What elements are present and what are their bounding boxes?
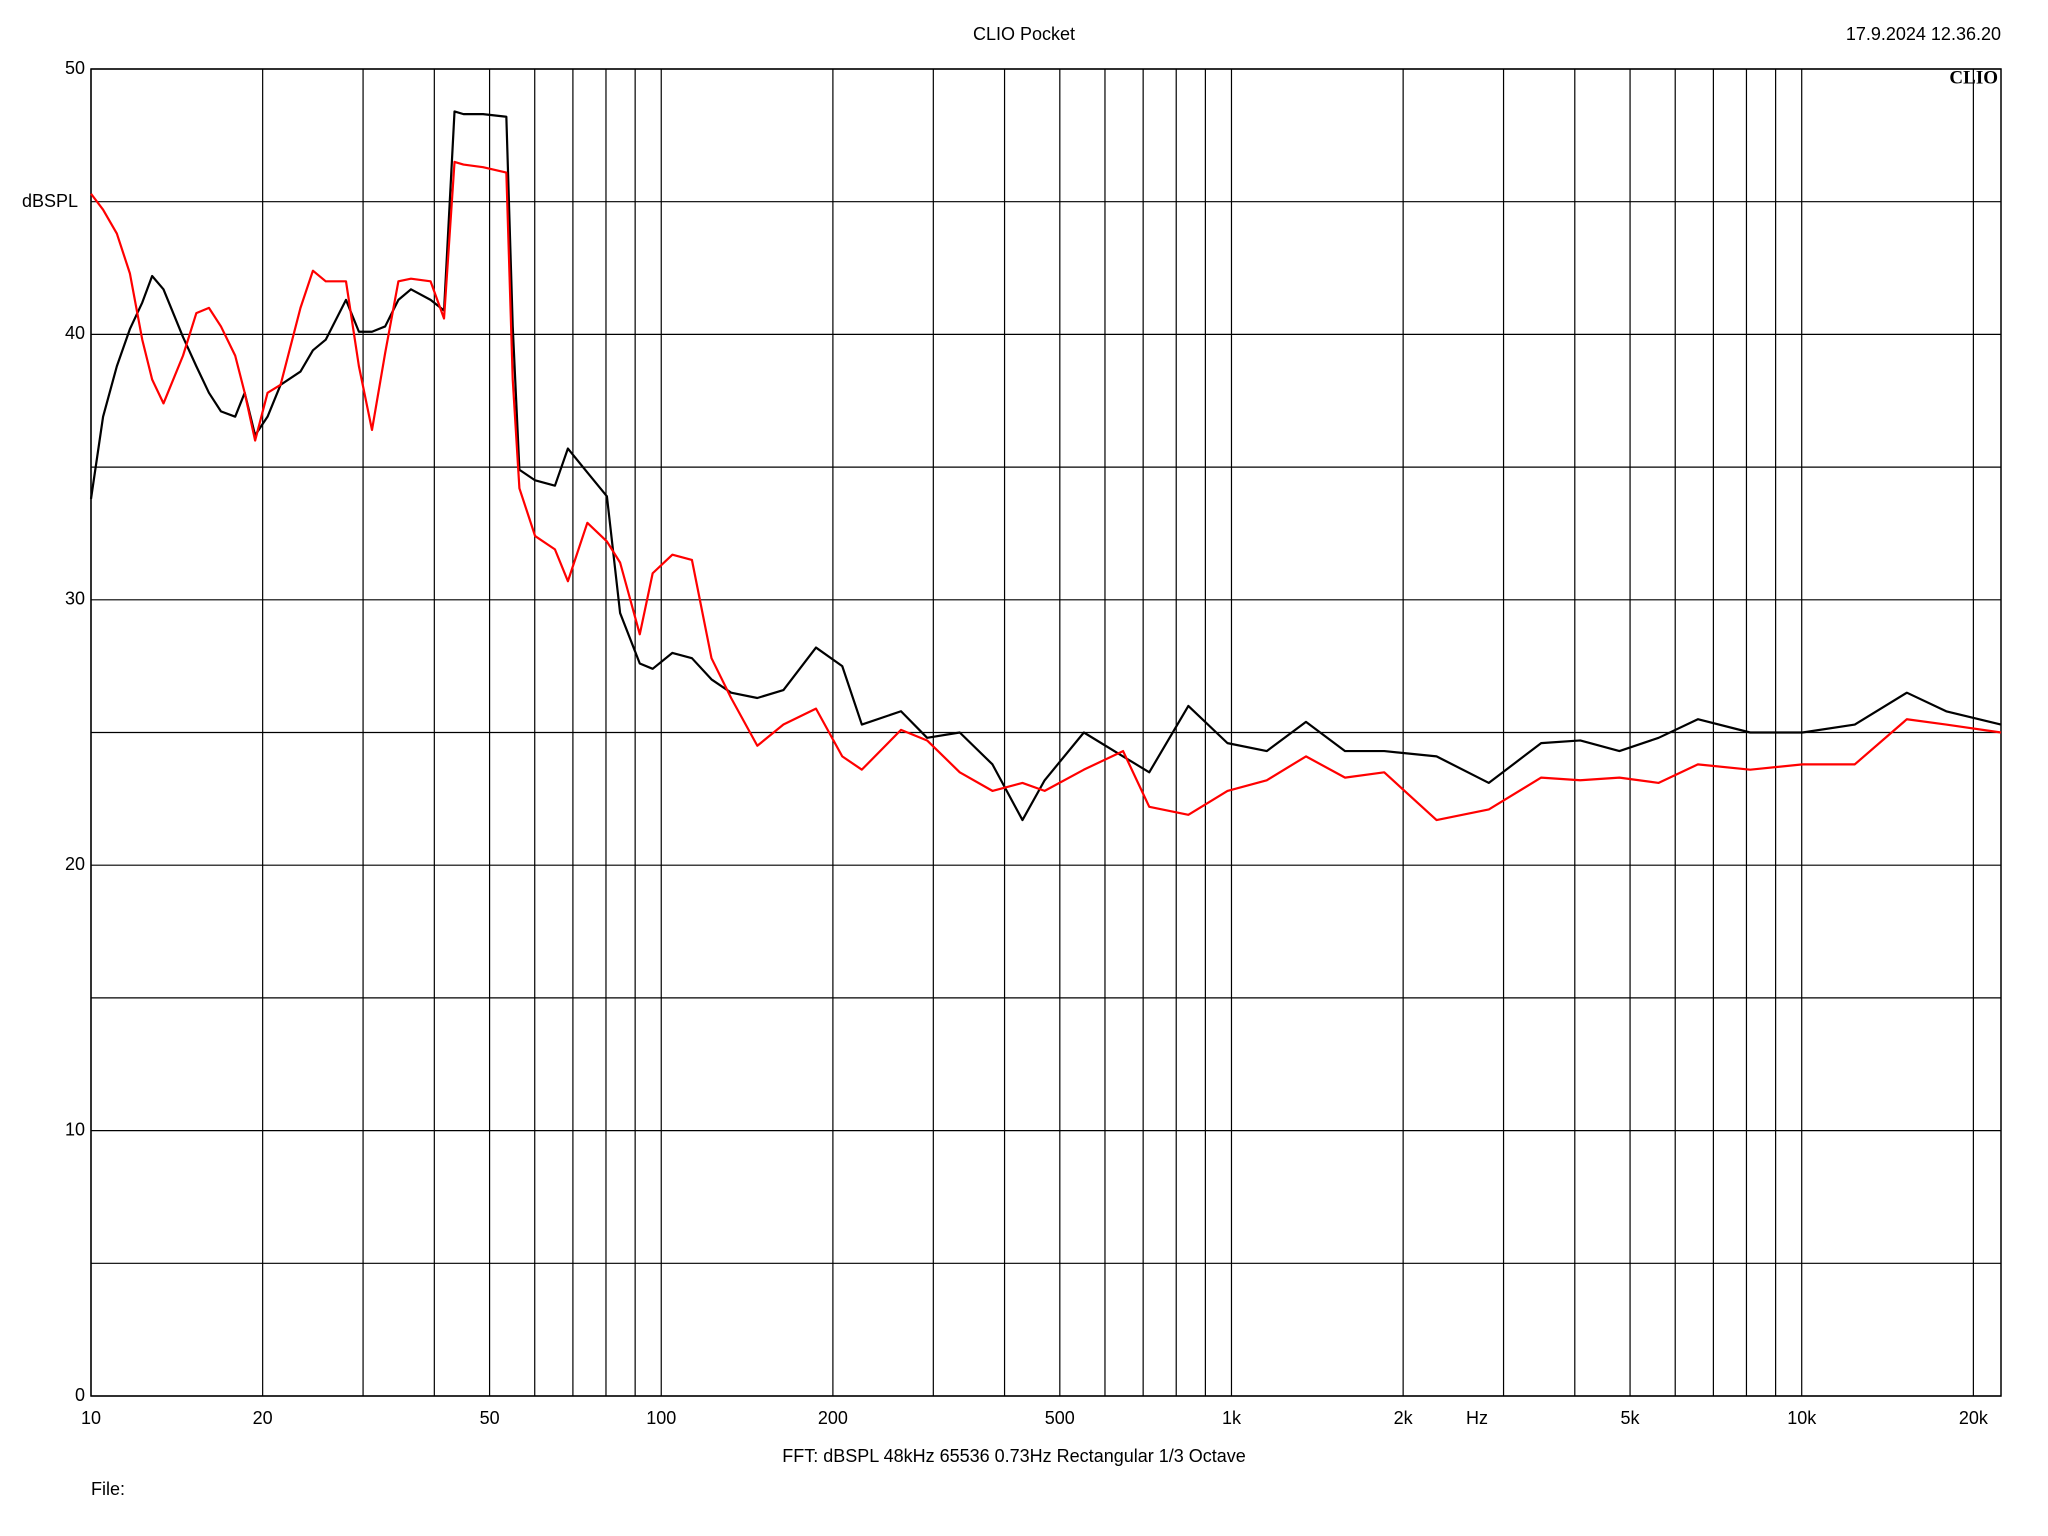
y-tick-label: 40 <box>65 323 85 343</box>
x-tick-label: 5k <box>1621 1408 1641 1428</box>
timestamp: 17.9.2024 12.36.20 <box>1846 24 2001 44</box>
x-tick-label: 20 <box>253 1408 273 1428</box>
file-label: File: <box>91 1479 125 1499</box>
x-tick-label: 50 <box>480 1408 500 1428</box>
footer: FFT: dBSPL 48kHz 65536 0.73Hz Rectangula… <box>782 1446 1246 1466</box>
y-axis-label: dBSPL <box>22 191 78 211</box>
x-tick-label: 1k <box>1222 1408 1242 1428</box>
y-tick-label: 20 <box>65 854 85 874</box>
x-tick-label: 200 <box>818 1408 848 1428</box>
y-tick-label: 0 <box>75 1385 85 1405</box>
chart-title: CLIO Pocket <box>973 24 1075 44</box>
x-tick-label: 10k <box>1787 1408 1817 1428</box>
y-tick-label: 30 <box>65 589 85 609</box>
y-tick-label: 10 <box>65 1119 85 1139</box>
x-tick-label: 20k <box>1959 1408 1989 1428</box>
x-axis-label: Hz <box>1466 1408 1488 1428</box>
x-tick-label: 100 <box>646 1408 676 1428</box>
x-tick-label: 500 <box>1045 1408 1075 1428</box>
y-tick-label: 50 <box>65 58 85 78</box>
data-line <box>90 160 2002 822</box>
x-tick-label: 10 <box>81 1408 101 1428</box>
x-tick-label: 2k <box>1394 1408 1414 1428</box>
